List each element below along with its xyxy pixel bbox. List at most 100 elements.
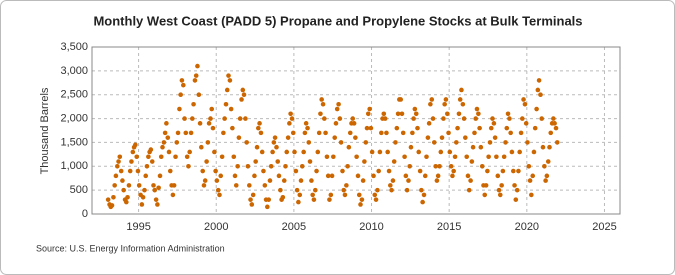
point (382, 116, 388, 121)
point (333, 121, 339, 126)
point (365, 111, 371, 117)
point (105, 197, 111, 202)
x-tick-label: 2010 (359, 221, 383, 233)
y-tick-label: 2,000 (60, 112, 88, 124)
point (125, 195, 130, 200)
point (178, 92, 183, 98)
point (126, 183, 132, 188)
point (303, 121, 309, 126)
point (508, 130, 513, 136)
point (443, 97, 449, 102)
point (411, 116, 416, 121)
point (156, 185, 161, 191)
point (403, 173, 409, 179)
point (252, 173, 257, 179)
point (338, 140, 344, 145)
point (140, 195, 146, 200)
point (490, 116, 495, 121)
point (236, 135, 242, 140)
point (542, 163, 547, 169)
point (479, 163, 485, 169)
point (254, 144, 260, 150)
point (442, 101, 447, 107)
point (505, 111, 511, 117)
point (307, 159, 313, 164)
point (162, 130, 168, 136)
point (517, 149, 522, 155)
point (385, 149, 390, 155)
point (513, 197, 519, 202)
chart-title: Monthly West Coast (PADD 5) Propane and … (93, 13, 582, 28)
point (272, 135, 278, 140)
point (247, 183, 252, 188)
point (512, 183, 517, 188)
point (531, 149, 537, 155)
point (398, 97, 404, 102)
point (227, 78, 233, 83)
point (540, 144, 546, 150)
point (503, 140, 508, 145)
point (532, 125, 538, 131)
point (319, 97, 324, 102)
point (551, 116, 556, 121)
point (496, 187, 502, 193)
point (350, 116, 356, 121)
point (188, 130, 194, 136)
point (115, 163, 120, 169)
point (139, 202, 145, 207)
point (187, 149, 192, 155)
point (344, 183, 349, 188)
point (406, 178, 411, 183)
point (464, 154, 470, 160)
point (117, 154, 123, 160)
point (284, 149, 290, 155)
point (523, 121, 529, 126)
point (473, 116, 479, 121)
point (536, 78, 542, 83)
point (315, 149, 321, 155)
point (224, 87, 230, 93)
point (202, 178, 208, 183)
point (258, 130, 264, 136)
point (296, 199, 301, 205)
point (547, 144, 552, 150)
point (448, 163, 454, 169)
point (494, 154, 499, 160)
point (249, 202, 255, 207)
point (354, 154, 359, 160)
point (504, 125, 510, 131)
point (369, 149, 375, 155)
point (289, 116, 295, 121)
x-tick-label: 2015 (437, 221, 461, 233)
point (426, 121, 432, 126)
point (121, 187, 126, 193)
x-tick-label: 2000 (204, 221, 228, 233)
point (488, 125, 494, 131)
point (393, 140, 398, 145)
point (463, 135, 468, 140)
point (157, 173, 163, 179)
point (245, 163, 251, 169)
point (416, 149, 422, 155)
point (244, 140, 249, 145)
x-tick-label: 2005 (282, 221, 306, 233)
point (124, 199, 129, 205)
point (130, 149, 136, 155)
point (413, 111, 419, 117)
point (511, 168, 516, 174)
point (134, 154, 140, 160)
point (191, 101, 196, 107)
point (136, 183, 142, 188)
point (173, 154, 178, 160)
point (430, 116, 436, 121)
point (438, 149, 444, 155)
point (325, 173, 331, 179)
point (152, 187, 158, 193)
point (518, 130, 524, 136)
point (534, 106, 539, 112)
point (410, 130, 415, 136)
point (372, 192, 378, 198)
point (285, 135, 291, 140)
point (197, 121, 203, 126)
point (283, 163, 288, 169)
